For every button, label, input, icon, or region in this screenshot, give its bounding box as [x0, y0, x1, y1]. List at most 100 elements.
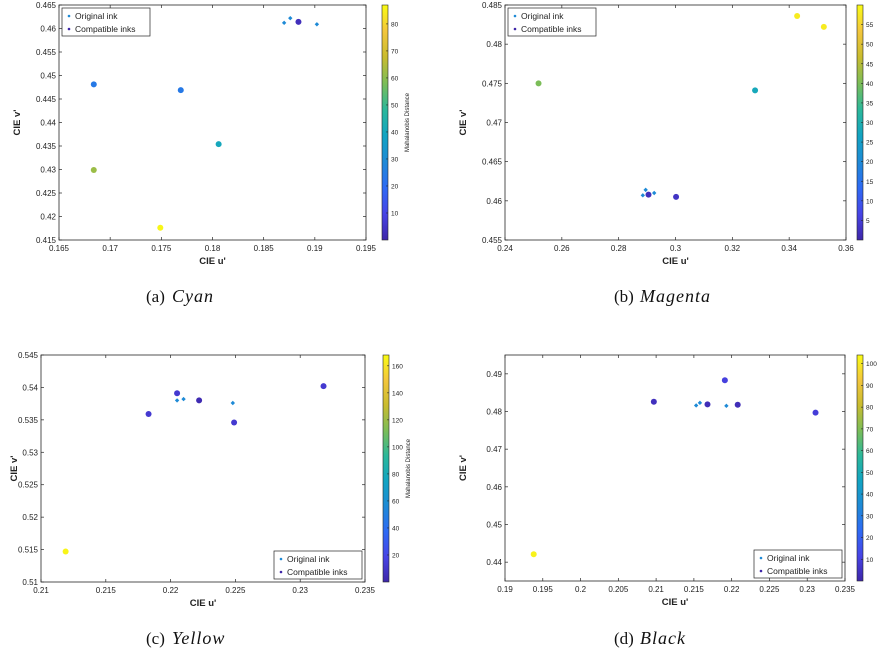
original-ink-point — [651, 190, 657, 196]
panel-black: (d) Black 0.19 0.195 0.2 0.205 0.21 0.215 0.22… — [458, 354, 877, 648]
x-tick-label: 0.22 — [724, 585, 740, 594]
colorbar-tick-label: 80 — [392, 471, 400, 478]
x-tick-label: 0.26 — [554, 244, 570, 253]
compatible-ink-point — [215, 141, 222, 148]
colorbar-tick-label: 20 — [866, 159, 874, 166]
original-ink-point — [697, 400, 703, 406]
colorbar-tick-label: 10 — [866, 557, 874, 564]
y-tick-label: 0.465 — [482, 158, 503, 167]
x-tick-label: 0.24 — [497, 244, 513, 253]
colorbar-tick-label: 100 — [392, 444, 403, 451]
caption-letter: (c) — [146, 629, 165, 648]
colorbar-tick-label: 50 — [866, 470, 874, 477]
x-tick-label: 0.17 — [102, 244, 118, 253]
colorbar-tick-label: 30 — [866, 513, 874, 520]
y-tick-label: 0.435 — [36, 142, 57, 151]
legend-box — [61, 7, 151, 37]
x-tick-label: 0.3 — [670, 244, 682, 253]
original-ink-point — [181, 396, 186, 402]
legend: Original ink Compatible inks — [753, 549, 843, 579]
x-tick-label: 0.32 — [725, 244, 741, 253]
colorbar-tick-label: 10 — [866, 198, 874, 205]
y-tick-label: 0.465 — [36, 1, 57, 10]
x-tick-label: 0.21 — [648, 585, 664, 594]
y-tick-label: 0.47 — [486, 445, 502, 454]
compatible-ink-point — [90, 166, 97, 173]
y-axis-label: CIE v' — [9, 455, 20, 481]
x-tick-label: 0.28 — [611, 244, 627, 253]
y-tick-label: 0.45 — [486, 521, 502, 530]
compatible-ink-point — [721, 377, 728, 384]
legend-label-original: Original ink — [75, 11, 118, 21]
legend-marker-compatible — [513, 27, 517, 31]
y-tick-label: 0.525 — [18, 481, 39, 490]
y-tick-label: 0.44 — [40, 119, 56, 128]
colorbar-tick-label: 20 — [866, 535, 874, 542]
original-ink-point — [640, 193, 646, 198]
y-tick-label: 0.54 — [22, 383, 38, 392]
panel-cyan: (a) Cyan 0.165 0.17 0.175 0.18 0.185 0.19 0.19… — [12, 1, 411, 306]
compatible-ink-point — [645, 191, 652, 198]
plot-area — [58, 4, 367, 241]
y-tick-label: 0.445 — [36, 95, 57, 104]
y-tick-label: 0.485 — [482, 1, 503, 10]
colorbar-tick-label: 160 — [392, 363, 403, 370]
legend-marker-original — [67, 14, 71, 18]
x-tick-label: 0.225 — [759, 585, 780, 594]
caption-name: Yellow — [172, 628, 225, 648]
x-tick-label: 0.205 — [608, 585, 629, 594]
x-tick-label: 0.21 — [33, 586, 49, 595]
y-tick-label: 0.48 — [486, 408, 502, 417]
original-ink-point — [230, 400, 236, 406]
legend-label-original: Original ink — [287, 554, 330, 564]
colorbar-tick-label: 70 — [391, 48, 399, 55]
colorbar-tick-label: 80 — [866, 405, 874, 412]
legend-label-compatible: Compatible inks — [75, 24, 135, 34]
compatible-ink-point — [174, 390, 181, 397]
legend-label-original: Original ink — [521, 11, 564, 21]
x-axis-label: CIE u' — [190, 598, 217, 609]
legend: Original ink Compatible inks — [61, 7, 151, 37]
caption-letter: (b) — [614, 287, 634, 306]
y-tick-label: 0.46 — [40, 25, 56, 34]
colorbar-tick-label: 50 — [391, 102, 399, 109]
original-ink-point — [693, 403, 699, 408]
compatible-ink-point — [295, 18, 302, 25]
compatible-ink-point — [157, 224, 164, 231]
x-tick-label: 0.195 — [533, 585, 554, 594]
y-axis-label: CIE v' — [12, 109, 23, 135]
original-ink-point — [288, 15, 293, 21]
x-tick-label: 0.225 — [225, 586, 246, 595]
x-tick-label: 0.2 — [575, 585, 587, 594]
legend-box — [273, 550, 363, 580]
original-ink-point — [643, 187, 648, 193]
colorbar-tick-label: 120 — [392, 417, 403, 424]
x-tick-label: 0.235 — [835, 585, 856, 594]
x-tick-label: 0.195 — [356, 244, 377, 253]
colorbar-tick-label: 45 — [866, 61, 874, 68]
x-tick-label: 0.215 — [96, 586, 117, 595]
compatible-ink-point — [196, 397, 203, 404]
legend: Original ink Compatible inks — [273, 550, 363, 580]
caption-name: Magenta — [639, 286, 711, 306]
y-tick-label: 0.455 — [36, 48, 57, 57]
x-tick-label: 0.215 — [684, 585, 705, 594]
y-tick-label: 0.46 — [486, 483, 502, 492]
panel-yellow: (c) Yellow 0.21 0.215 0.22 0.225 0.23 0.235 0.… — [9, 351, 412, 648]
y-tick-label: 0.415 — [36, 236, 57, 245]
colorbar-tick-label: 40 — [866, 81, 874, 88]
original-ink-point — [314, 22, 320, 27]
colorbar — [381, 4, 389, 241]
x-tick-label: 0.235 — [355, 586, 376, 595]
caption-name: Cyan — [172, 286, 214, 306]
colorbar-tick-label: 70 — [866, 426, 874, 433]
y-tick-label: 0.475 — [482, 79, 503, 88]
compatible-ink-point — [320, 383, 327, 390]
x-axis-label: CIE u' — [199, 256, 226, 267]
x-tick-label: 0.19 — [307, 244, 323, 253]
y-tick-label: 0.49 — [486, 370, 502, 379]
panel-magenta: (b) Magenta 0.24 0.26 0.28 0.3 0.32 0.34 0.36 0… — [458, 1, 874, 306]
colorbar-tick-label: 100 — [866, 361, 877, 368]
x-tick-label: 0.36 — [838, 244, 854, 253]
x-tick-label: 0.18 — [205, 244, 221, 253]
